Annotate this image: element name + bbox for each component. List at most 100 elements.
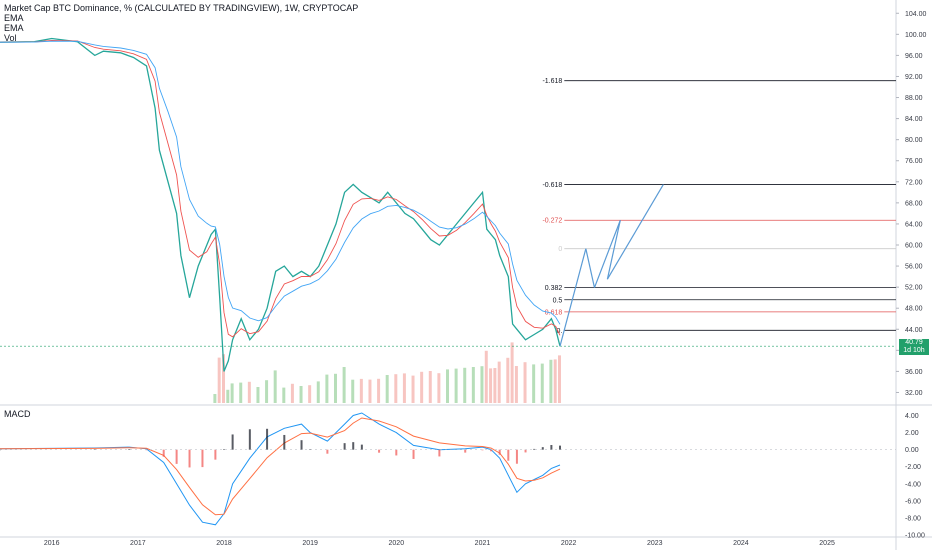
volume-bar	[523, 362, 527, 403]
projection-arrow	[606, 220, 621, 280]
volume-bar	[351, 379, 355, 403]
macd-histogram-bar	[481, 449, 484, 451]
volume-bar	[273, 370, 277, 403]
volume-bar	[506, 357, 510, 403]
volume-bar	[489, 368, 493, 403]
macd-histogram-bar	[128, 449, 131, 450]
macd-histogram-bar	[490, 449, 493, 452]
price-tick-label: 92.00	[905, 74, 923, 81]
time-tick-label: 2018	[216, 540, 232, 547]
volume-bar	[471, 367, 475, 403]
macd-tick-label: -8.00	[905, 515, 921, 522]
volume-bar	[226, 389, 230, 403]
macd-histogram-bar	[524, 449, 527, 453]
last-price-value: 40.79	[905, 339, 923, 346]
fib-level-label: 0	[558, 246, 562, 253]
price-tick-label: 104.00	[905, 11, 927, 18]
volume-bar	[308, 385, 312, 403]
volume-bar	[540, 363, 544, 403]
price-tick-label: 76.00	[905, 158, 923, 165]
volume-bar	[394, 374, 398, 403]
volume-bar	[359, 378, 363, 403]
projection-arrows[interactable]	[559, 184, 664, 347]
macd-histogram-bar	[360, 444, 363, 450]
fib-level-label: -1.618	[542, 78, 562, 85]
macd-tick-label: 0.00	[905, 447, 919, 454]
fib-level-label: -0.618	[542, 182, 562, 189]
macd-line	[0, 412, 561, 526]
macd-histogram-bar	[550, 444, 553, 450]
volume-bar	[377, 378, 381, 403]
macd-tick-label: 2.00	[905, 430, 919, 437]
macd-histogram-bar	[378, 449, 381, 453]
volume-bar	[446, 369, 449, 403]
macd-histogram-bar	[214, 449, 217, 460]
volume-bar	[334, 373, 337, 403]
price-tick-label: 72.00	[905, 179, 923, 186]
macd-histogram-bar	[248, 429, 251, 450]
time-tick-label: 2020	[389, 540, 405, 547]
macd-histogram-bar	[93, 449, 96, 450]
macd-histogram-bar	[464, 449, 467, 453]
time-tick-label: 2023	[647, 540, 663, 547]
volume-bar	[299, 386, 303, 403]
volume-bar	[480, 366, 484, 403]
volume-bar	[558, 355, 561, 403]
macd-panel	[0, 412, 896, 526]
projection-arrow	[606, 184, 664, 280]
time-tick-label: 2019	[302, 540, 318, 547]
price-tick-label: 32.00	[905, 390, 923, 397]
price-line	[0, 37, 561, 372]
time-tick-label: 2022	[561, 540, 577, 547]
bar-countdown: 1d 10h	[903, 347, 925, 354]
volume-bar	[411, 375, 415, 403]
macd-histogram-bar	[395, 449, 398, 456]
projection-arrow	[585, 248, 596, 288]
macd-histogram-bar	[266, 428, 269, 450]
macd-histogram-bar	[162, 449, 165, 457]
macd-label[interactable]: MACD	[4, 409, 31, 419]
macd-histogram-bar	[343, 443, 346, 450]
volume-bar	[247, 381, 251, 403]
projection-arrow	[559, 248, 587, 347]
axes: 104.00 100.00 96.00 92.00 88.00 84.00 80.00 76.…	[44, 11, 927, 547]
price-tick-label: 44.00	[905, 327, 923, 334]
macd-histogram-bar	[145, 449, 148, 451]
volume-bar	[510, 342, 514, 403]
price-tick-label: 84.00	[905, 116, 923, 123]
volume-bar	[497, 361, 501, 403]
price-tick-label: 100.00	[905, 32, 927, 39]
price-tick-label: 88.00	[905, 95, 923, 102]
projection-arrow	[593, 220, 621, 288]
indicator-ema-1[interactable]: EMA	[4, 13, 24, 23]
time-tick-label: 2016	[44, 540, 60, 547]
fibonacci-extension[interactable]: -1.618 -0.618 -0.272 0 0.382 0.5 0.618 0.	[542, 78, 896, 335]
volume-bar	[402, 373, 406, 403]
price-series	[0, 37, 896, 372]
chart-title: Market Cap BTC Dominance, % (CALCULATED …	[4, 3, 359, 13]
indicator-ema-2[interactable]: EMA	[4, 23, 24, 33]
chart-legend: Market Cap BTC Dominance, % (CALCULATED …	[4, 3, 358, 43]
volume-bar	[217, 357, 221, 403]
volume-bar	[532, 364, 536, 403]
volume-bar	[493, 368, 497, 403]
macd-tick-label: -2.00	[905, 464, 921, 471]
macd-histogram-bar	[300, 440, 303, 450]
macd-tick-label: -6.00	[905, 498, 921, 505]
macd-histogram-bar	[507, 449, 510, 461]
volume-bar	[514, 366, 518, 403]
macd-histogram-bar	[515, 449, 518, 464]
last-price-tag: 40.79 1d 10h	[899, 339, 929, 355]
volume-bar	[553, 359, 557, 403]
volume-bar	[437, 373, 441, 403]
indicator-vol[interactable]: Vol	[4, 33, 17, 43]
time-tick-label: 2024	[733, 540, 749, 547]
volume-bar	[463, 367, 467, 403]
macd-tick-label: -10.00	[905, 533, 925, 540]
macd-histogram-bar	[559, 445, 561, 450]
fib-level-label: 0.	[556, 328, 562, 335]
volume-bars	[213, 342, 561, 403]
volume-bar	[316, 381, 320, 403]
